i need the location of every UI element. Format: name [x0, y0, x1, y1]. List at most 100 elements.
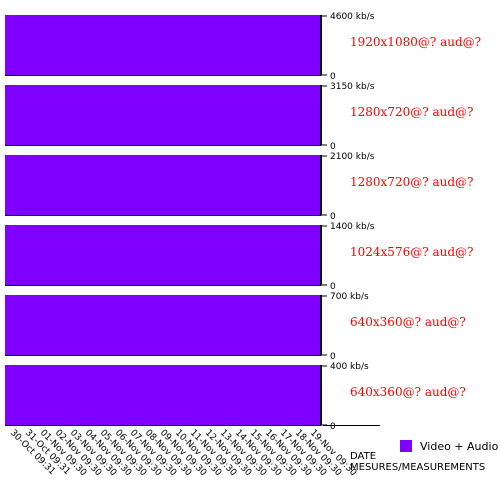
panel-5: 700 kb/s 0 640x360@? aud@? [5, 292, 466, 362]
bar [290, 15, 306, 75]
bar [260, 225, 276, 285]
bar [200, 85, 216, 145]
bar [185, 85, 201, 145]
bar [305, 225, 321, 285]
bar [305, 155, 321, 215]
bar [275, 365, 291, 425]
bar [170, 365, 186, 425]
bar [125, 295, 141, 355]
bar [290, 85, 306, 145]
bar [170, 225, 186, 285]
bar [275, 225, 291, 285]
legend-swatch [400, 440, 412, 452]
bar [20, 295, 36, 355]
bar [65, 155, 81, 215]
bar [185, 15, 201, 75]
rendition-label: 1280x720@? aud@? [350, 175, 473, 189]
y-tick-max-label: 700 kb/s [330, 292, 369, 302]
bar [305, 85, 321, 145]
bar [290, 155, 306, 215]
bar [215, 155, 231, 215]
bar [200, 295, 216, 355]
bar [185, 155, 201, 215]
bar [215, 365, 231, 425]
bar [65, 295, 81, 355]
bar [230, 155, 246, 215]
bar [95, 85, 111, 145]
bar [65, 365, 81, 425]
bar [245, 365, 261, 425]
bar [185, 365, 201, 425]
bar [110, 85, 126, 145]
bar [65, 15, 81, 75]
bar [290, 225, 306, 285]
bar [305, 295, 321, 355]
y-tick-zero-label: 0 [330, 352, 336, 362]
bar [170, 85, 186, 145]
x-axis-title-line2: MESURES/MEASUREMENTS [350, 462, 485, 473]
bar [110, 155, 126, 215]
bar [50, 295, 66, 355]
bar [110, 15, 126, 75]
bar [20, 15, 36, 75]
bar [110, 225, 126, 285]
rendition-label: 1920x1080@? aud@? [350, 35, 481, 49]
bar [20, 85, 36, 145]
bar [260, 15, 276, 75]
bar [290, 295, 306, 355]
rendition-label: 640x360@? aud@? [350, 385, 466, 399]
bar [5, 295, 21, 355]
bar [5, 85, 21, 145]
bar [20, 365, 36, 425]
x-axis-title-line1: DATE [350, 451, 376, 462]
y-tick-max-label: 1400 kb/s [330, 222, 375, 232]
bar [95, 295, 111, 355]
bar [155, 15, 171, 75]
bar [230, 225, 246, 285]
bar [260, 155, 276, 215]
y-tick-zero-label: 0 [330, 142, 336, 152]
bar [185, 295, 201, 355]
y-tick-max-label: 3150 kb/s [330, 82, 375, 92]
bar [230, 85, 246, 145]
bar [245, 15, 261, 75]
legend-label: Video + Audio [420, 440, 499, 453]
bar [155, 155, 171, 215]
bar [245, 295, 261, 355]
panel-1: 4600 kb/s 0 1920x1080@? aud@? [5, 12, 481, 82]
bar [200, 155, 216, 215]
bar [35, 85, 51, 145]
bar [5, 15, 21, 75]
bar [230, 365, 246, 425]
bar [215, 295, 231, 355]
bar [140, 295, 156, 355]
bar [80, 225, 96, 285]
y-tick-max-label: 400 kb/s [330, 362, 369, 372]
bar [80, 155, 96, 215]
bar [80, 365, 96, 425]
bar [245, 225, 261, 285]
y-tick-zero-label: 0 [330, 282, 336, 292]
bar [5, 225, 21, 285]
bar [125, 225, 141, 285]
bar [305, 15, 321, 75]
bar [275, 15, 291, 75]
bar [140, 15, 156, 75]
bar [245, 155, 261, 215]
bar [35, 295, 51, 355]
bar [50, 15, 66, 75]
bar [230, 295, 246, 355]
bar [35, 15, 51, 75]
bar [35, 225, 51, 285]
bar [65, 225, 81, 285]
bar [155, 365, 171, 425]
bar [170, 15, 186, 75]
bar [110, 365, 126, 425]
bar [5, 365, 21, 425]
bar [50, 155, 66, 215]
bar [140, 155, 156, 215]
bar [170, 295, 186, 355]
bar [35, 155, 51, 215]
y-tick-zero-label: 0 [330, 72, 336, 82]
